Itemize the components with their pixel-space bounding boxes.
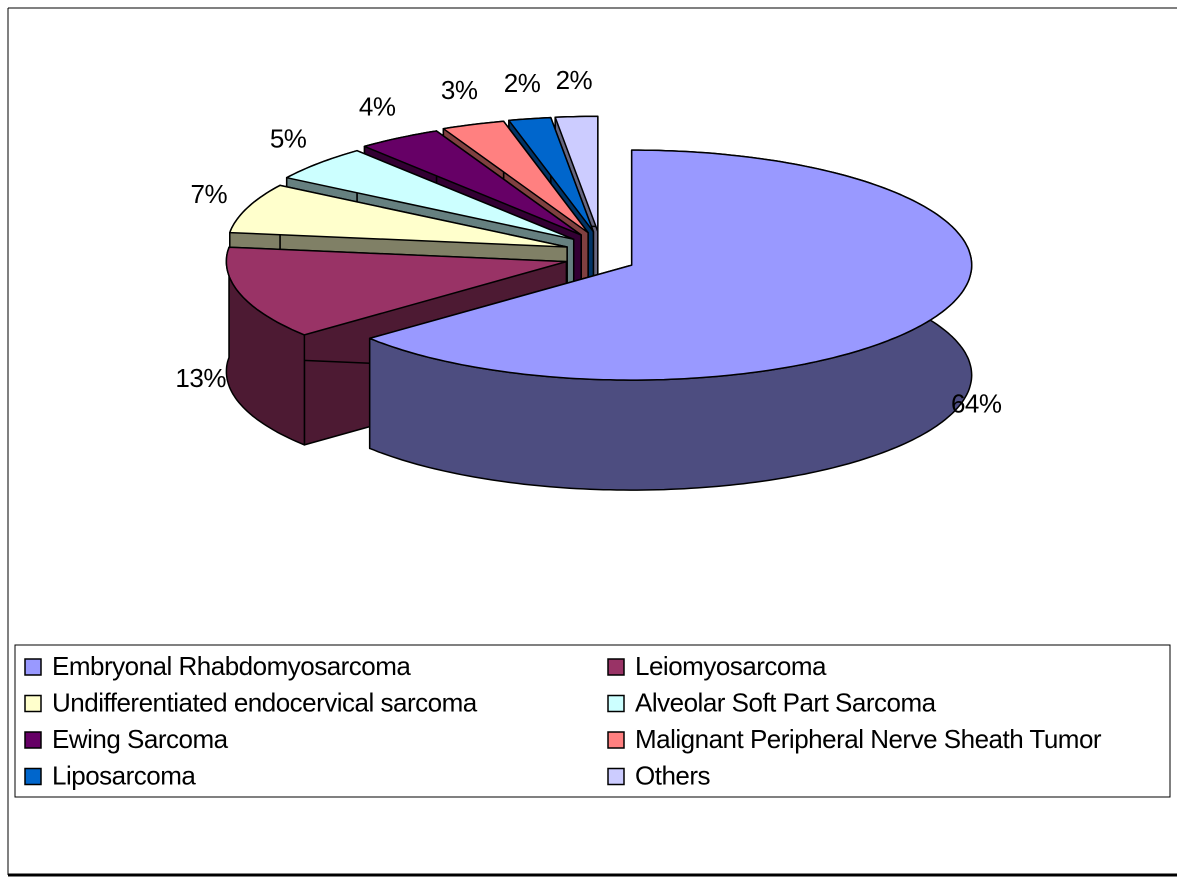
legend-swatch bbox=[24, 767, 42, 786]
legend-label: Malignant Peripheral Nerve Sheath Tumor bbox=[635, 724, 1102, 754]
slice bbox=[508, 116, 595, 233]
legend-label: Leiomyosarcoma bbox=[635, 651, 827, 681]
legend-swatch bbox=[607, 694, 625, 713]
legend-swatch bbox=[24, 658, 42, 676]
legend-box bbox=[14, 644, 1171, 798]
legend-label: Others bbox=[635, 760, 711, 790]
legend-swatch bbox=[24, 694, 42, 713]
slice bbox=[225, 246, 568, 336]
slice bbox=[363, 130, 582, 236]
pie: 64% 13% 7% 5% 4% 3% 2% 2% bbox=[175, 65, 1002, 491]
slice bbox=[368, 149, 973, 381]
data-label: 7% bbox=[190, 179, 227, 209]
legend-swatch bbox=[607, 731, 625, 749]
data-label: 64% bbox=[951, 389, 1002, 419]
legend-label: Undifferentiated endocervical sarcoma bbox=[52, 687, 478, 717]
legend-swatch bbox=[607, 658, 625, 676]
legend-label: Alveolar Soft Part Sarcoma bbox=[635, 687, 937, 717]
legend-label: Liposarcoma bbox=[52, 760, 196, 790]
slice bbox=[285, 149, 575, 241]
slice bbox=[554, 115, 599, 233]
legend-label: Embryonal Rhabdomyosarcoma bbox=[52, 651, 411, 681]
data-label: 3% bbox=[441, 75, 478, 105]
slice bbox=[442, 120, 589, 234]
legend-label: Ewing Sarcoma bbox=[52, 724, 229, 754]
data-label: 2% bbox=[556, 65, 593, 95]
legend: Embryonal Rhabdomyosarcoma Leiomyosarcoma… bbox=[14, 644, 1171, 798]
legend-swatch bbox=[24, 731, 42, 749]
data-label: 2% bbox=[504, 68, 541, 98]
data-label: 13% bbox=[175, 363, 226, 393]
data-label: 4% bbox=[359, 92, 396, 122]
legend-swatch bbox=[607, 767, 625, 786]
data-label: 5% bbox=[270, 123, 307, 153]
slice bbox=[229, 184, 568, 248]
